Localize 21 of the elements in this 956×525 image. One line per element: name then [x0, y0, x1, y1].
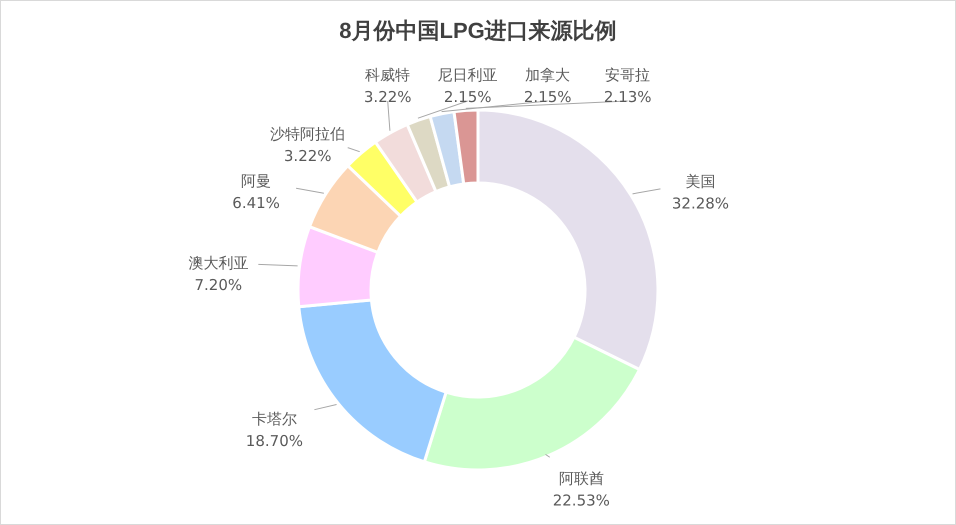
data-label: 3.22%	[364, 88, 412, 106]
data-label: 32.28%	[672, 194, 730, 213]
data-label: 2.15%	[444, 88, 492, 106]
slice-label: 阿曼	[241, 172, 272, 190]
slice-label: 加拿大	[525, 66, 570, 84]
data-label: 7.20%	[194, 276, 242, 294]
slice-label: 美国	[685, 172, 716, 191]
slice-label: 卡塔尔	[252, 410, 297, 428]
data-label: 3.22%	[284, 147, 332, 166]
data-label: 2.13%	[604, 88, 652, 106]
chart-title: 8月份中国LPG进口来源比例	[339, 18, 617, 43]
slice-label: 澳大利亚	[188, 254, 248, 272]
slice-label: 安哥拉	[605, 66, 650, 84]
slice-label: 阿联酋	[558, 469, 604, 488]
data-label: 22.53%	[552, 491, 610, 510]
data-label: 18.70%	[246, 432, 303, 450]
slice-label: 尼日利亚	[438, 66, 498, 84]
slice-label: 沙特阿拉伯	[270, 125, 346, 144]
data-label: 6.41%	[232, 194, 280, 212]
data-label: 2.15%	[524, 88, 572, 106]
slice-label: 科威特	[365, 66, 410, 84]
